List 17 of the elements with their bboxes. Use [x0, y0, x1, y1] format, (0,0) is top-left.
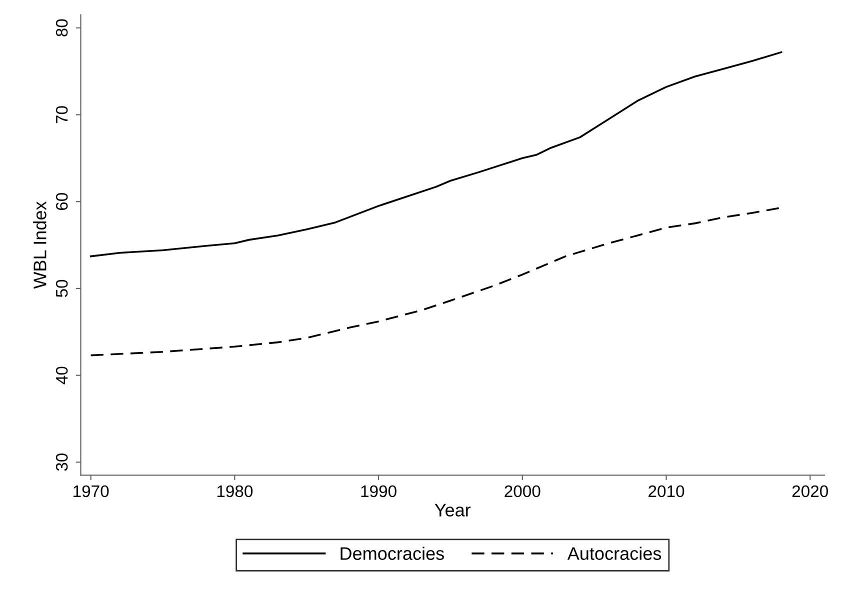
x-tick-label: 1980: [217, 485, 253, 498]
x-tick-label: 1970: [74, 485, 109, 498]
y-tick-label: 70: [56, 106, 68, 124]
legend-label: Autocracies: [567, 546, 662, 560]
x-tick-label: 2010: [648, 485, 684, 498]
y-tick-label: 30: [56, 454, 68, 471]
y-tick-label: 60: [56, 192, 68, 210]
line-series: [90, 51, 782, 258]
y-tick-label: 40: [56, 366, 68, 384]
x-tick-label: 2000: [504, 485, 540, 498]
x-tick-label: 1990: [361, 485, 396, 498]
y-tick-label: 80: [56, 19, 68, 36]
x-tick-label: 2020: [792, 485, 828, 498]
legend-label: Democracies: [340, 546, 444, 560]
x-axis-title: Year: [434, 504, 471, 516]
y-axis-title: WBL Index: [33, 201, 46, 289]
y-tick-label: 50: [56, 280, 68, 298]
